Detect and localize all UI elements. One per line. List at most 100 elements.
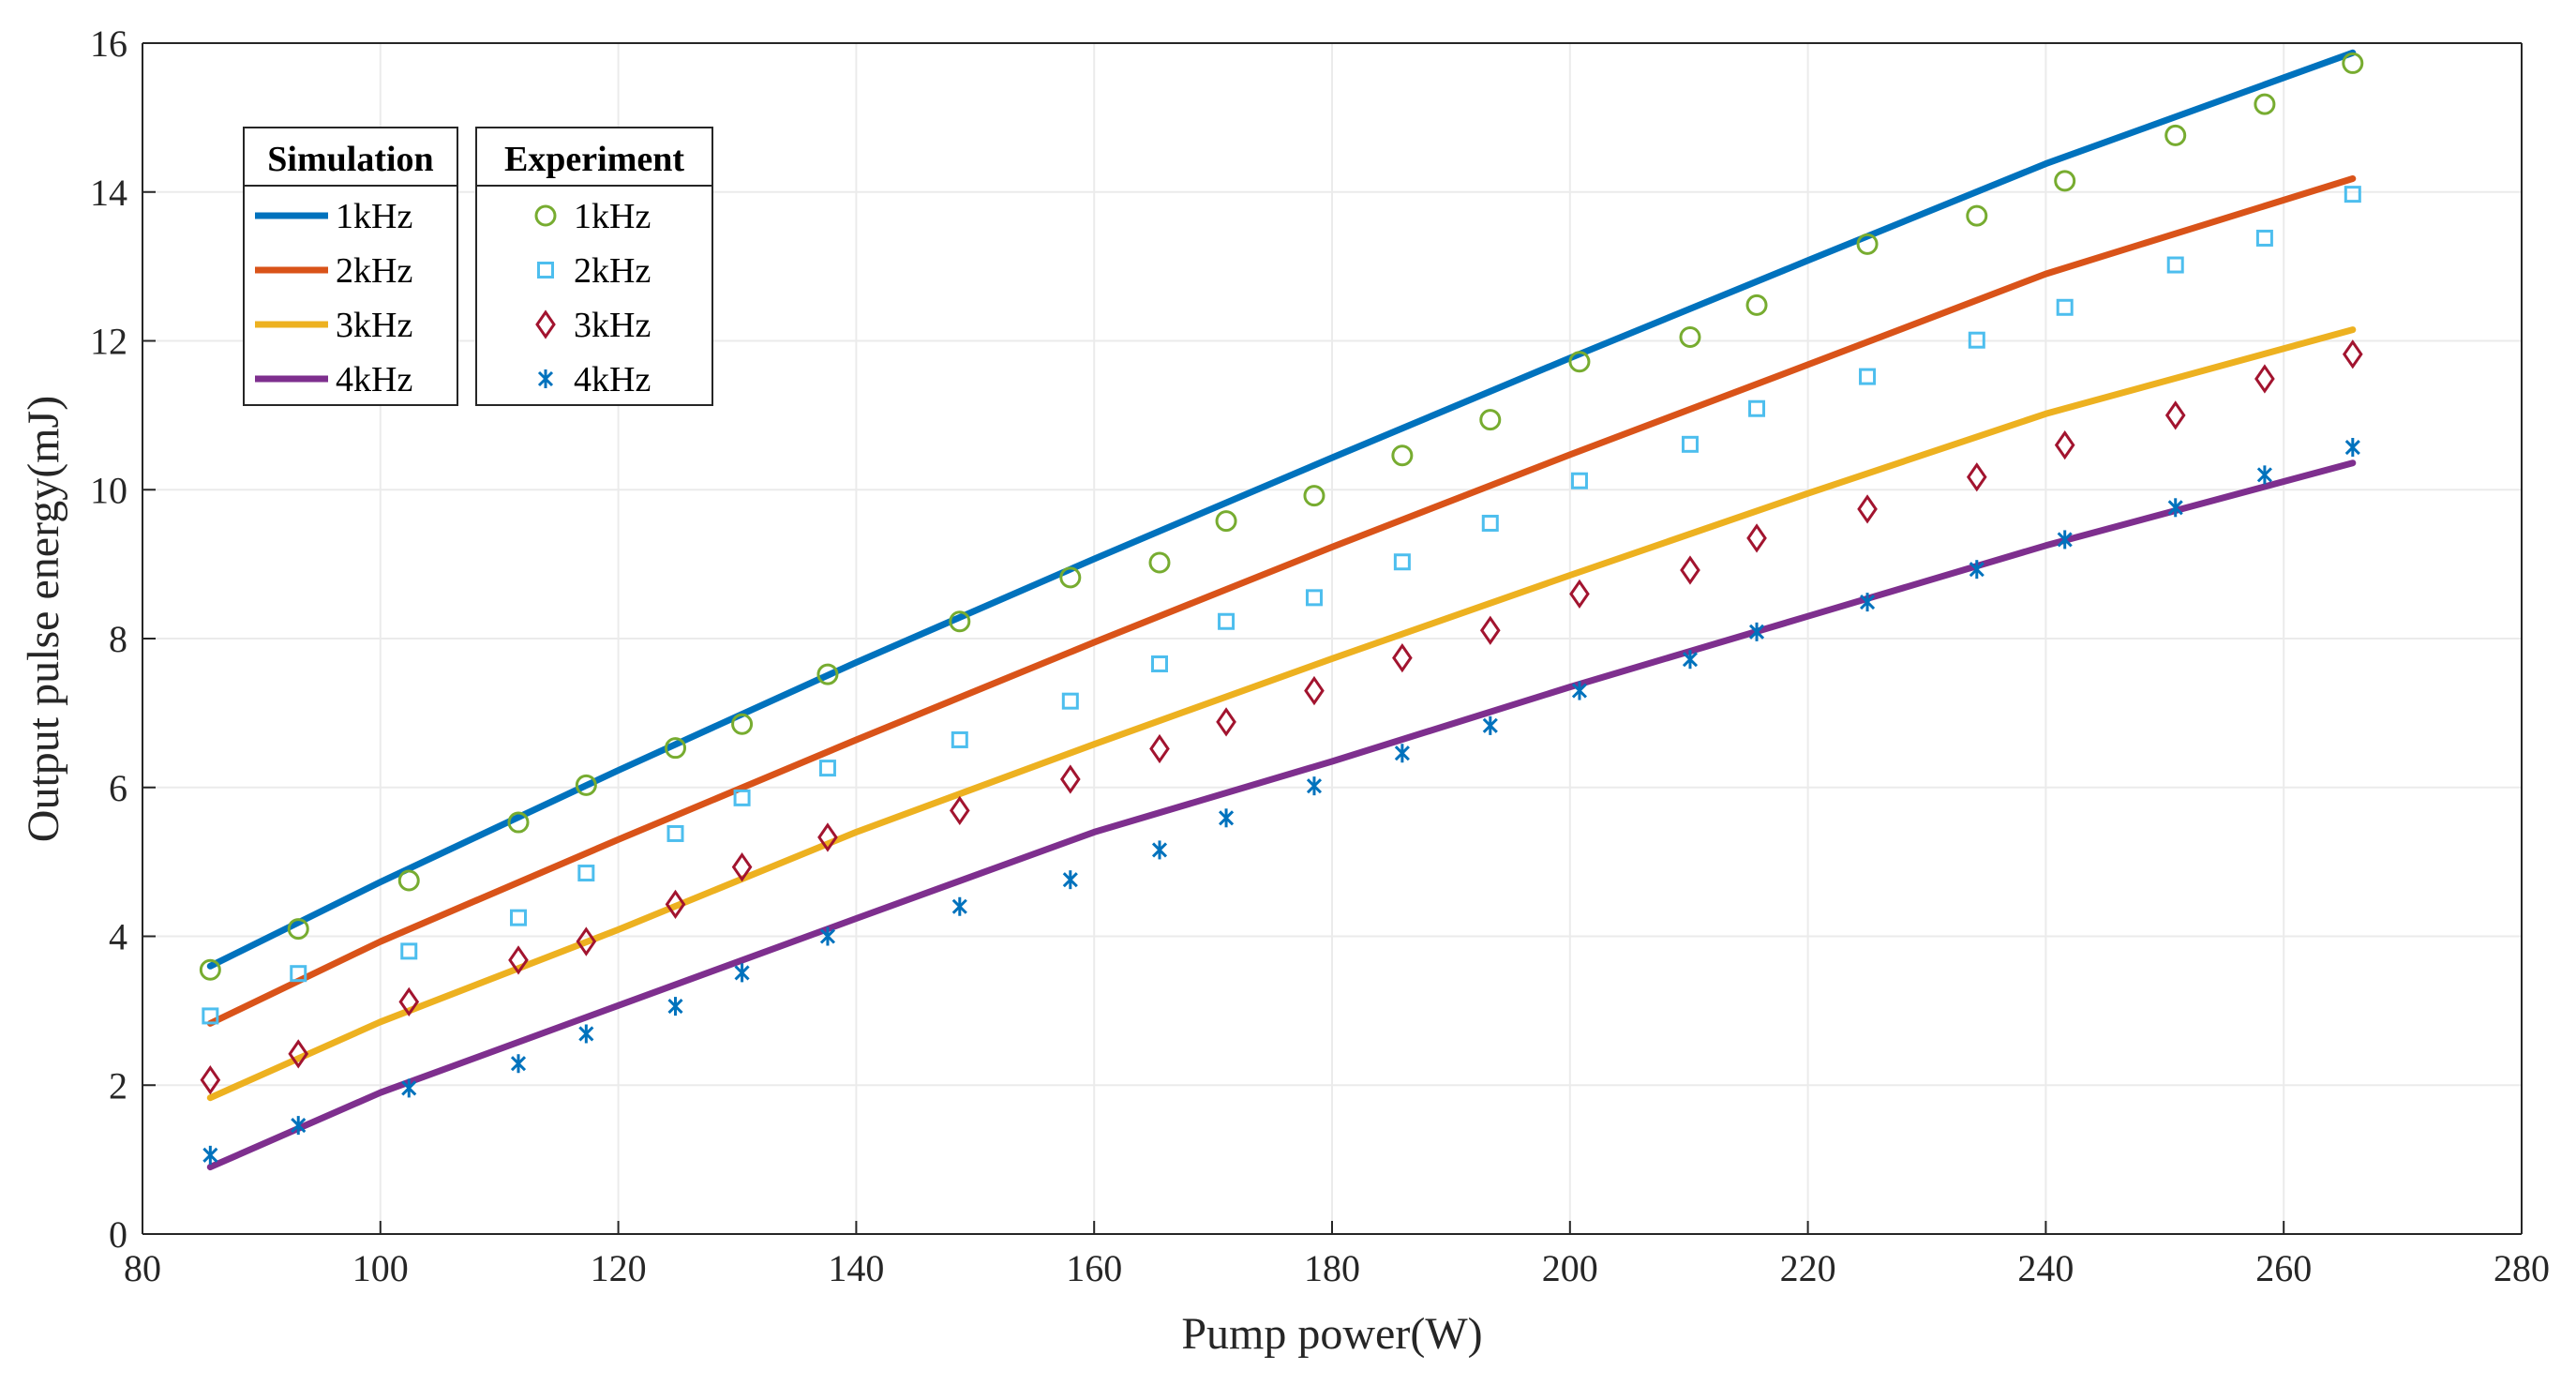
experiment-point-1khz-17 [1745, 294, 1768, 316]
experiment-point-1khz-8 [949, 610, 971, 633]
y-tick-label-8: 8 [109, 618, 127, 660]
experiment-point-3khz-8 [949, 795, 970, 825]
x-tick-label-240: 240 [2017, 1247, 2074, 1289]
experiment-point-2khz-20 [2056, 298, 2074, 316]
experiment-point-2khz-18 [1859, 368, 1877, 385]
y-tick-label-10: 10 [90, 469, 127, 511]
x-tick-label-220: 220 [1780, 1247, 1836, 1289]
experiment-point-4khz-0 [202, 1145, 218, 1165]
experiment-point-3khz-7 [817, 822, 838, 852]
experiment-point-2khz-11 [1218, 612, 1236, 630]
experiment-point-2khz-9 [1061, 692, 1079, 710]
experiment-point-3khz-20 [2054, 429, 2075, 460]
legend-experiment-box [475, 127, 713, 406]
experiment-point-2khz-4 [577, 865, 595, 882]
legend-experiment-marker-1khz [534, 204, 557, 227]
legend-simulation-label-4khz: 4kHz [336, 360, 412, 399]
experiment-point-1khz-4 [575, 774, 597, 796]
legend-simulation-title: Simulation [267, 140, 433, 179]
experiment-point-4khz-16 [1682, 650, 1699, 670]
experiment-point-4khz-17 [1748, 622, 1765, 641]
simulation-line-3khz [206, 326, 2357, 1102]
simulation-line-2khz [206, 175, 2357, 1027]
legend-experiment-title: Experiment [504, 140, 684, 179]
experiment-point-4khz-10 [1151, 840, 1168, 860]
experiment-point-2khz-22 [2255, 229, 2273, 247]
experiment-point-1khz-14 [1479, 409, 1502, 431]
experiment-point-1khz-10 [1148, 551, 1171, 574]
x-tick-label-200: 200 [1542, 1247, 1598, 1289]
y-tick-label-16: 16 [90, 23, 127, 65]
experiment-point-1khz-0 [199, 958, 221, 981]
experiment-point-2khz-23 [2344, 186, 2361, 203]
experiment-point-4khz-6 [734, 963, 750, 983]
experiment-point-2khz-0 [202, 1007, 219, 1025]
legend: Simulation Experiment 1kHz 2kHz 3kHz 4kHz 1k… [243, 127, 713, 406]
experiment-point-4khz-11 [1218, 808, 1235, 828]
x-axis-label: Pump power(W) [1181, 1309, 1482, 1359]
experiment-point-1khz-21 [2164, 124, 2187, 146]
legend-experiment-label-2khz: 2kHz [574, 251, 651, 291]
experiment-point-2khz-10 [1150, 655, 1168, 672]
experiment-point-1khz-3 [507, 811, 530, 834]
series-layer [206, 49, 2357, 1171]
experiment-point-4khz-20 [2057, 530, 2073, 549]
experiment-point-3khz-13 [1392, 643, 1413, 673]
experiment-point-3khz-9 [1059, 764, 1081, 794]
experiment-point-2khz-13 [1393, 553, 1411, 571]
experiment-point-3khz-6 [731, 852, 753, 882]
experiment-point-4khz-9 [1062, 870, 1078, 890]
experiment-point-3khz-21 [2164, 400, 2186, 430]
legend-experiment-marker-4khz [537, 369, 554, 388]
x-tick-label-140: 140 [828, 1247, 884, 1289]
y-tick-label-2: 2 [109, 1064, 127, 1106]
experiment-point-1khz-9 [1059, 566, 1082, 589]
experiment-point-1khz-19 [1966, 204, 1988, 227]
experiment-point-4khz-19 [1969, 560, 1984, 580]
y-tick-label-0: 0 [109, 1213, 127, 1256]
experiment-point-1khz-13 [1391, 444, 1414, 467]
experiment-point-4khz-2 [401, 1078, 417, 1098]
experiment-point-2khz-17 [1748, 399, 1766, 417]
y-tick-label-12: 12 [90, 321, 127, 363]
experiment-point-1khz-23 [2342, 52, 2364, 74]
experiment-point-2khz-15 [1570, 472, 1588, 489]
experiment-point-3khz-4 [576, 926, 597, 956]
experiment-point-4khz-14 [1482, 715, 1498, 735]
legend-experiment-marker-3khz [535, 309, 556, 339]
experiment-point-2khz-6 [733, 789, 751, 806]
x-tick-label-260: 260 [2255, 1247, 2312, 1289]
experiment-point-4khz-8 [951, 896, 967, 916]
legend-experiment-marker-2khz [537, 262, 554, 279]
experiment-point-3khz-11 [1216, 707, 1236, 737]
experiment-point-3khz-5 [665, 889, 686, 920]
x-tick-label-120: 120 [591, 1247, 647, 1289]
experiment-point-4khz-23 [2344, 438, 2360, 458]
experiment-point-3khz-12 [1304, 675, 1325, 706]
y-tick-label-6: 6 [109, 767, 127, 809]
experiment-point-2khz-8 [951, 730, 968, 748]
experiment-point-2khz-14 [1481, 514, 1499, 532]
experiment-point-1khz-1 [287, 918, 309, 941]
experiment-point-3khz-10 [1149, 733, 1170, 764]
x-tick-label-160: 160 [1066, 1247, 1122, 1289]
legend-experiment-label-4khz: 4kHz [574, 360, 651, 399]
legend-simulation-box [243, 127, 458, 406]
x-tick-label-80: 80 [124, 1247, 161, 1289]
experiment-point-4khz-1 [291, 1116, 307, 1136]
experiment-point-3khz-2 [398, 986, 420, 1016]
experiment-point-4khz-7 [819, 926, 836, 946]
simulation-line-4khz [206, 459, 2357, 1171]
simulation-line-1khz [206, 49, 2357, 970]
experiment-point-4khz-3 [510, 1054, 527, 1074]
experiment-point-3khz-14 [1479, 615, 1501, 645]
experiment-point-3khz-22 [2254, 364, 2275, 394]
x-tick-label-100: 100 [352, 1247, 409, 1289]
experiment-point-1khz-22 [2254, 93, 2276, 115]
experiment-point-4khz-4 [578, 1024, 594, 1044]
experiment-point-1khz-20 [2054, 170, 2076, 192]
legend-simulation-label-1khz: 1kHz [336, 197, 412, 236]
experiment-point-2khz-5 [666, 824, 684, 842]
experiment-point-3khz-16 [1680, 555, 1700, 585]
